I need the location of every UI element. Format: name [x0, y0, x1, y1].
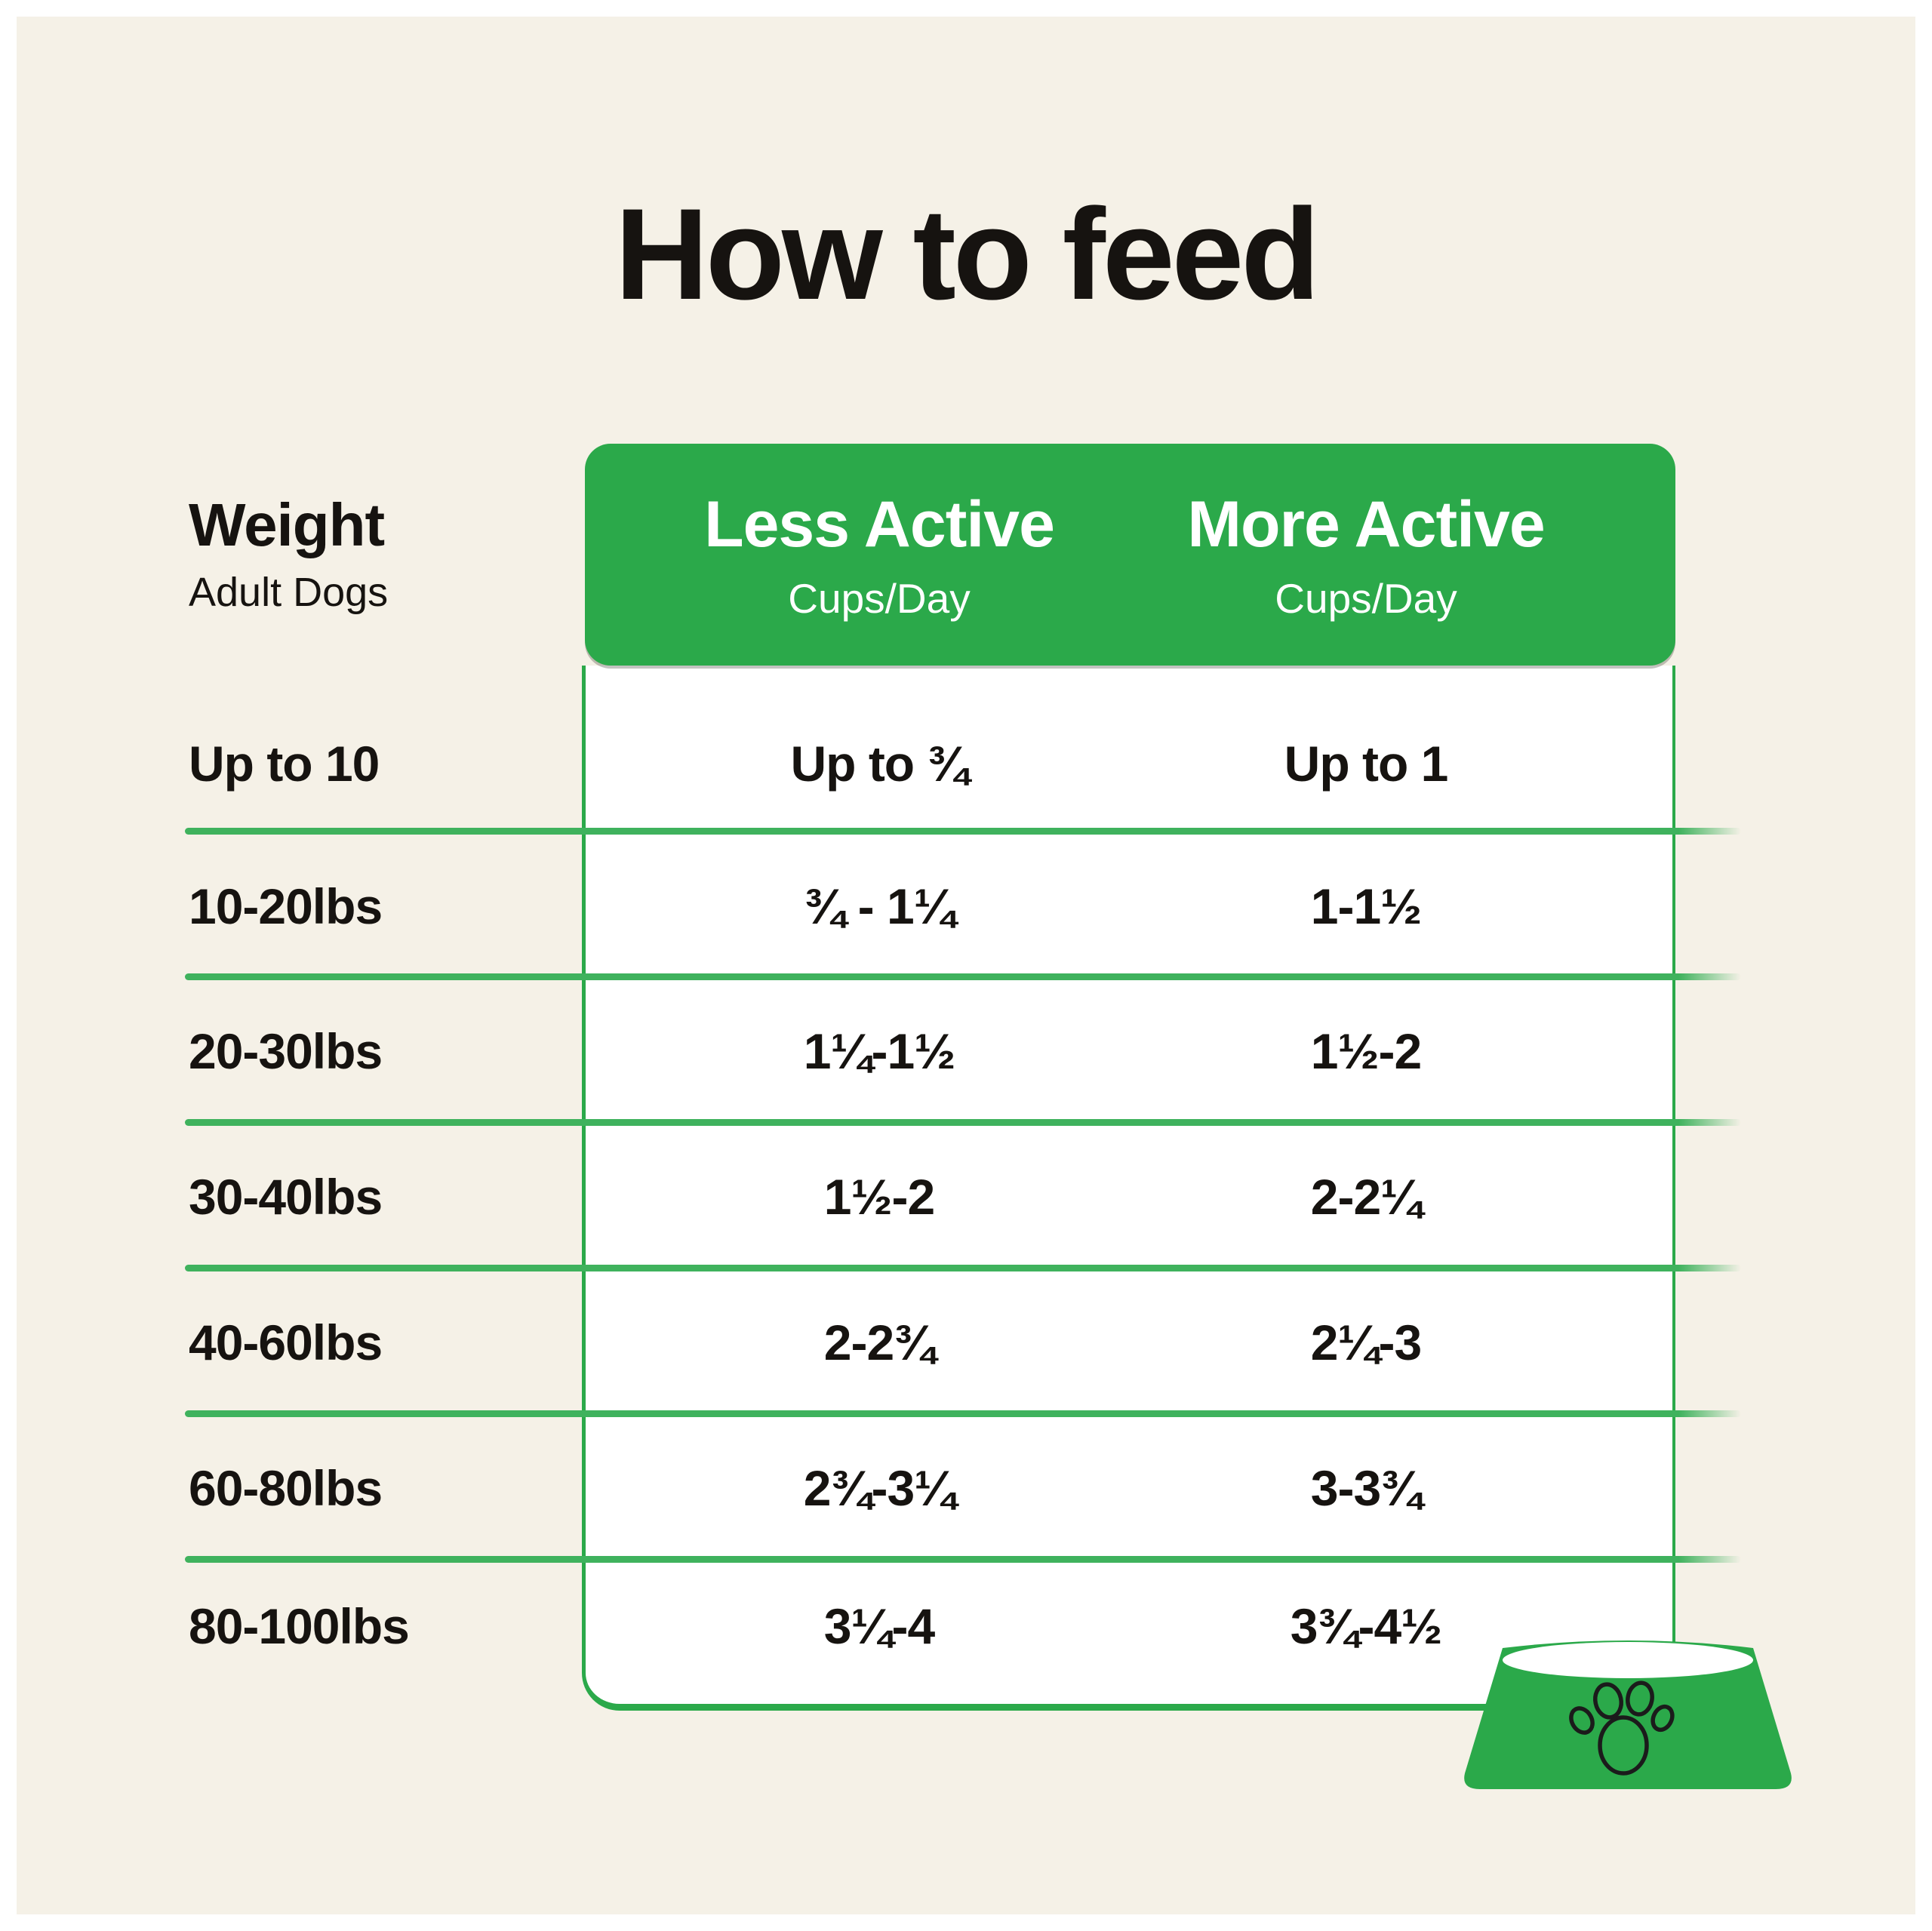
- row-divider: [185, 828, 1741, 835]
- more-active-value: 1-1½: [1310, 878, 1422, 934]
- weight-label: 40-60lbs: [189, 1314, 383, 1370]
- more-active-value: Up to 1: [1284, 736, 1449, 792]
- feeding-table-body: [582, 666, 1675, 1711]
- less-active-value: 2-2¾: [823, 1314, 935, 1370]
- less-active-value: 3¼-4: [823, 1598, 935, 1654]
- weight-label: 30-40lbs: [189, 1169, 383, 1225]
- weight-label: 60-80lbs: [189, 1460, 383, 1516]
- row-divider: [185, 1119, 1741, 1126]
- weight-label: 20-30lbs: [189, 1023, 383, 1079]
- row-divider: [185, 1265, 1741, 1271]
- row-divider: [185, 1556, 1741, 1563]
- column-header-more-active: More Active Cups/Day: [1187, 488, 1545, 622]
- weight-subtitle: Adult Dogs: [189, 570, 389, 615]
- weight-title: Weight: [189, 491, 385, 558]
- more-active-value: 1½-2: [1310, 1023, 1422, 1079]
- page-title: How to feed: [614, 182, 1321, 327]
- bowl-body: [1464, 1640, 1792, 1789]
- more-active-value: 3¾-4½: [1290, 1598, 1442, 1654]
- dog-bowl-icon: [1464, 1640, 1792, 1789]
- bowl-opening: [1503, 1642, 1753, 1678]
- weight-column-header: Weight Adult Dogs: [189, 495, 388, 613]
- less-active-value: 1¼-1½: [803, 1023, 955, 1079]
- more-active-value: 2-2¼: [1310, 1169, 1422, 1225]
- less-active-value: 1½-2: [823, 1169, 935, 1225]
- less-active-value: ¾ - 1¼: [804, 878, 955, 934]
- column-header-label: Less Active: [704, 488, 1055, 561]
- less-active-value: Up to ¾: [790, 736, 969, 792]
- paw-print-icon: [1569, 1680, 1675, 1776]
- column-header-sublabel: Cups/Day: [788, 575, 971, 622]
- column-header-sublabel: Cups/Day: [1275, 575, 1457, 622]
- column-header-label: More Active: [1187, 488, 1545, 561]
- row-divider: [185, 973, 1741, 980]
- weight-label: Up to 10: [189, 736, 380, 792]
- weight-label: 10-20lbs: [189, 878, 383, 934]
- column-header-less-active: Less Active Cups/Day: [704, 488, 1055, 622]
- row-divider: [185, 1410, 1741, 1417]
- more-active-value: 3-3¾: [1310, 1460, 1422, 1516]
- weight-label: 80-100lbs: [189, 1598, 410, 1654]
- more-active-value: 2¼-3: [1310, 1314, 1422, 1370]
- less-active-value: 2¾-3¼: [803, 1460, 955, 1516]
- table-header-panel: Less Active Cups/Day More Active Cups/Da…: [585, 444, 1675, 666]
